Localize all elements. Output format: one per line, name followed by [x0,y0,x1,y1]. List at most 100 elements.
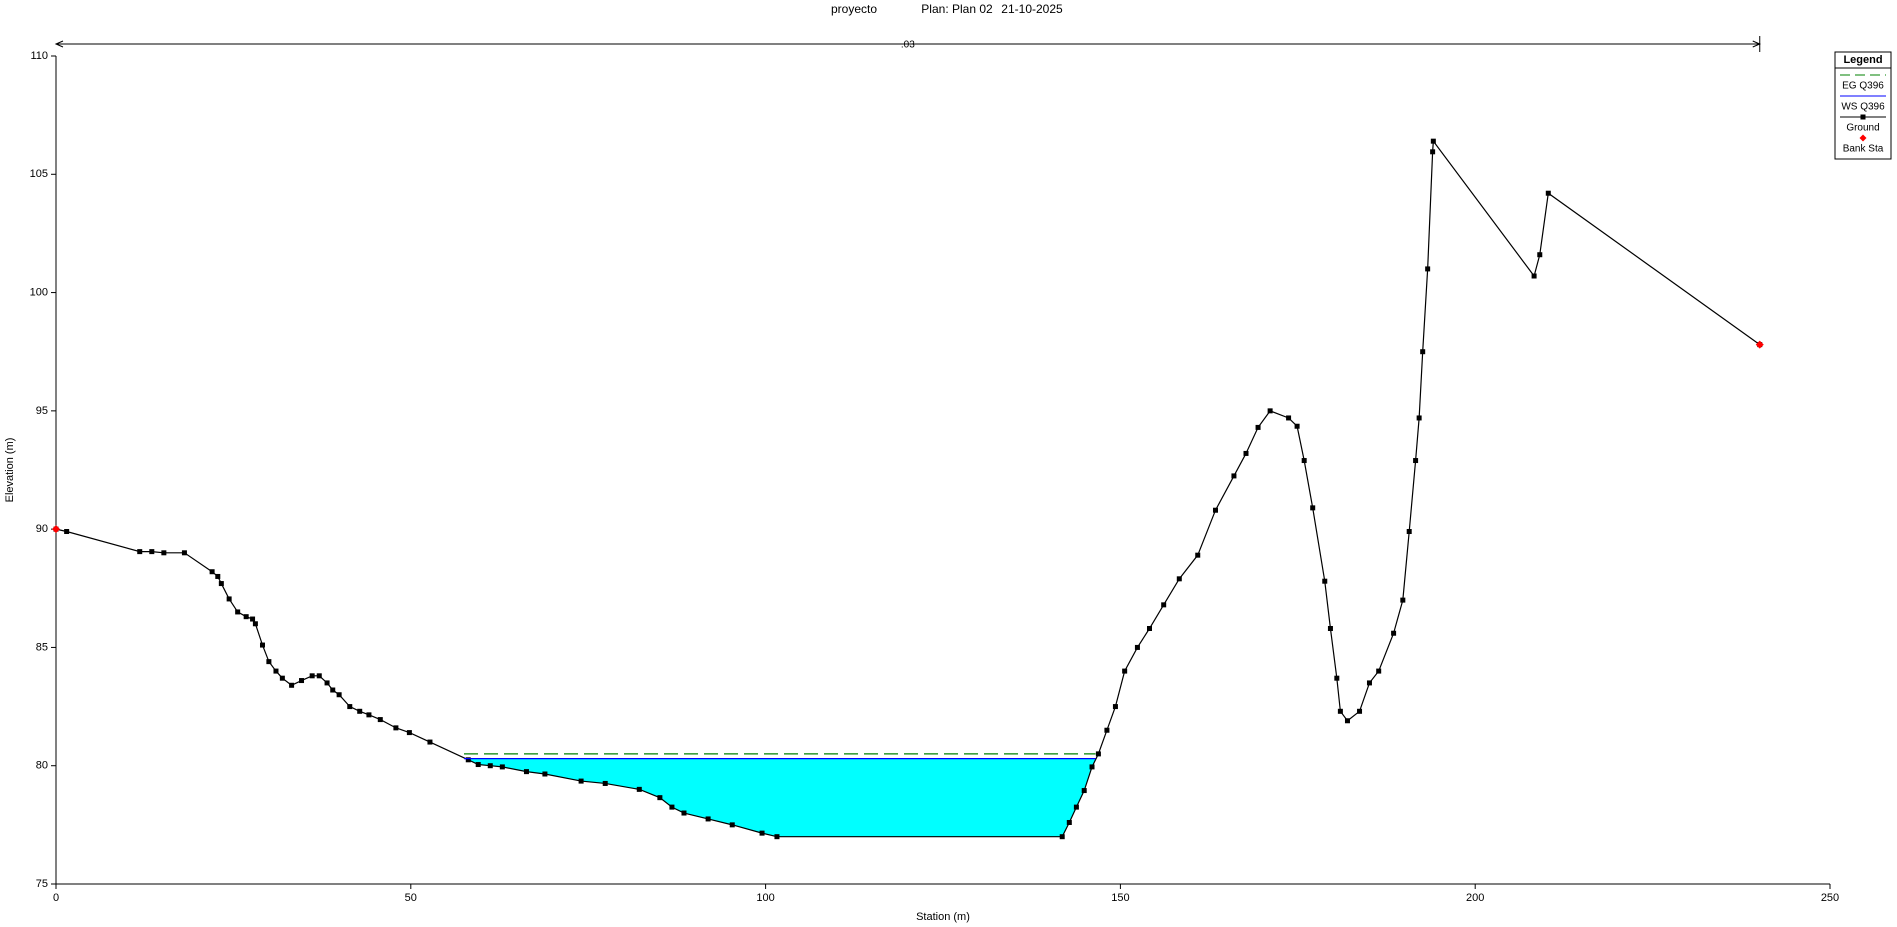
ground-point [1406,529,1412,535]
title-date: 21-10-2025 [1001,2,1063,16]
ground-point [64,529,70,535]
ground-point [1430,149,1436,155]
ground-point [1327,626,1333,632]
ground-point [1413,458,1419,464]
ground-point [1357,708,1363,714]
ground-point [1212,507,1218,513]
ground-point [657,795,663,801]
ground-point [1095,751,1101,757]
ground-point [366,712,372,718]
y-tick-label: 110 [30,50,48,62]
ground-point [226,596,232,602]
ground-point [279,675,285,681]
x-tick-label: 50 [405,892,417,904]
ground-point [1545,190,1551,196]
ground-point [137,549,143,555]
ground-point [347,704,353,710]
ground-point [578,778,584,784]
y-tick-label: 75 [36,878,48,890]
ground-point [1134,644,1140,650]
ground-point [1430,138,1436,144]
ground-point [499,764,505,770]
legend-marker [1859,134,1867,142]
y-tick-label: 85 [36,641,48,653]
ground-point [250,616,256,622]
ground-point [1286,415,1292,421]
water-fill [464,758,1096,837]
ground-point [1081,788,1087,794]
ground-point [1243,450,1249,456]
ground-point [1531,273,1537,279]
ground-point [759,830,765,836]
ground-point [669,804,675,810]
ground-point [1112,704,1118,710]
legend-marker [1860,114,1866,120]
x-tick-label: 0 [53,892,59,904]
y-tick-label: 100 [30,286,48,298]
ground-point [330,687,336,693]
manning-n-arrow [54,36,1762,52]
ground-point [681,810,687,816]
ground-point [1146,626,1152,632]
ground-point [705,816,711,822]
ground-point [542,771,548,777]
y-tick-label: 80 [36,760,48,772]
ground-point [273,668,279,674]
ground-point [465,757,471,763]
ground-point [181,550,187,556]
legend-title: Legend [1843,54,1882,66]
ground-point [393,725,399,731]
bank-station [1755,340,1764,349]
ground-point [1089,764,1095,770]
ground-point [309,673,315,679]
ground-point [1391,630,1397,636]
ground-point [215,573,221,579]
ground-point [1400,597,1406,603]
ground-point [1334,675,1340,681]
ground-point [1366,680,1372,686]
ground-point [487,763,493,769]
ground-point [218,581,224,587]
ground-point [209,569,215,575]
ground-point [266,659,272,665]
ground-point [1416,415,1422,421]
ground-point [377,717,383,723]
ground-point [1066,819,1072,825]
ground-point [1310,505,1316,511]
ground-point [1122,668,1128,674]
ground-point [1322,578,1328,584]
ground-point [406,730,412,736]
ground-point [259,642,265,648]
legend-label: Bank Sta [1843,144,1884,155]
ground-point [1425,266,1431,272]
ground-point [475,762,481,768]
ground-point [336,692,342,698]
ground-point [1337,708,1343,714]
ground-point [602,780,608,786]
ground-point [1420,349,1426,355]
ground-point [1255,424,1261,430]
y-tick-label: 95 [36,405,48,417]
x-axis-label: Station (m) [916,911,970,923]
legend-label: Ground [1846,123,1879,134]
ground-point [316,673,322,679]
ground-point [252,621,258,627]
ground-point [1161,602,1167,608]
x-tick-label: 250 [1821,892,1839,904]
ground-point [1267,408,1273,414]
ground-point [774,834,780,840]
title-plan: Plan: Plan 02 [921,2,993,16]
legend-label: EG Q396 [1842,81,1884,92]
ground-point [299,678,305,684]
ground-point [1231,473,1237,479]
ground-point [1376,668,1382,674]
x-tick-label: 150 [1111,892,1129,904]
ground-point [1537,252,1543,258]
ground-point [161,550,167,556]
legend-label: WS Q396 [1841,102,1885,113]
ground-point [1059,834,1065,840]
ground-point [235,609,241,615]
ground-point [523,769,529,775]
ground-point [1195,552,1201,558]
